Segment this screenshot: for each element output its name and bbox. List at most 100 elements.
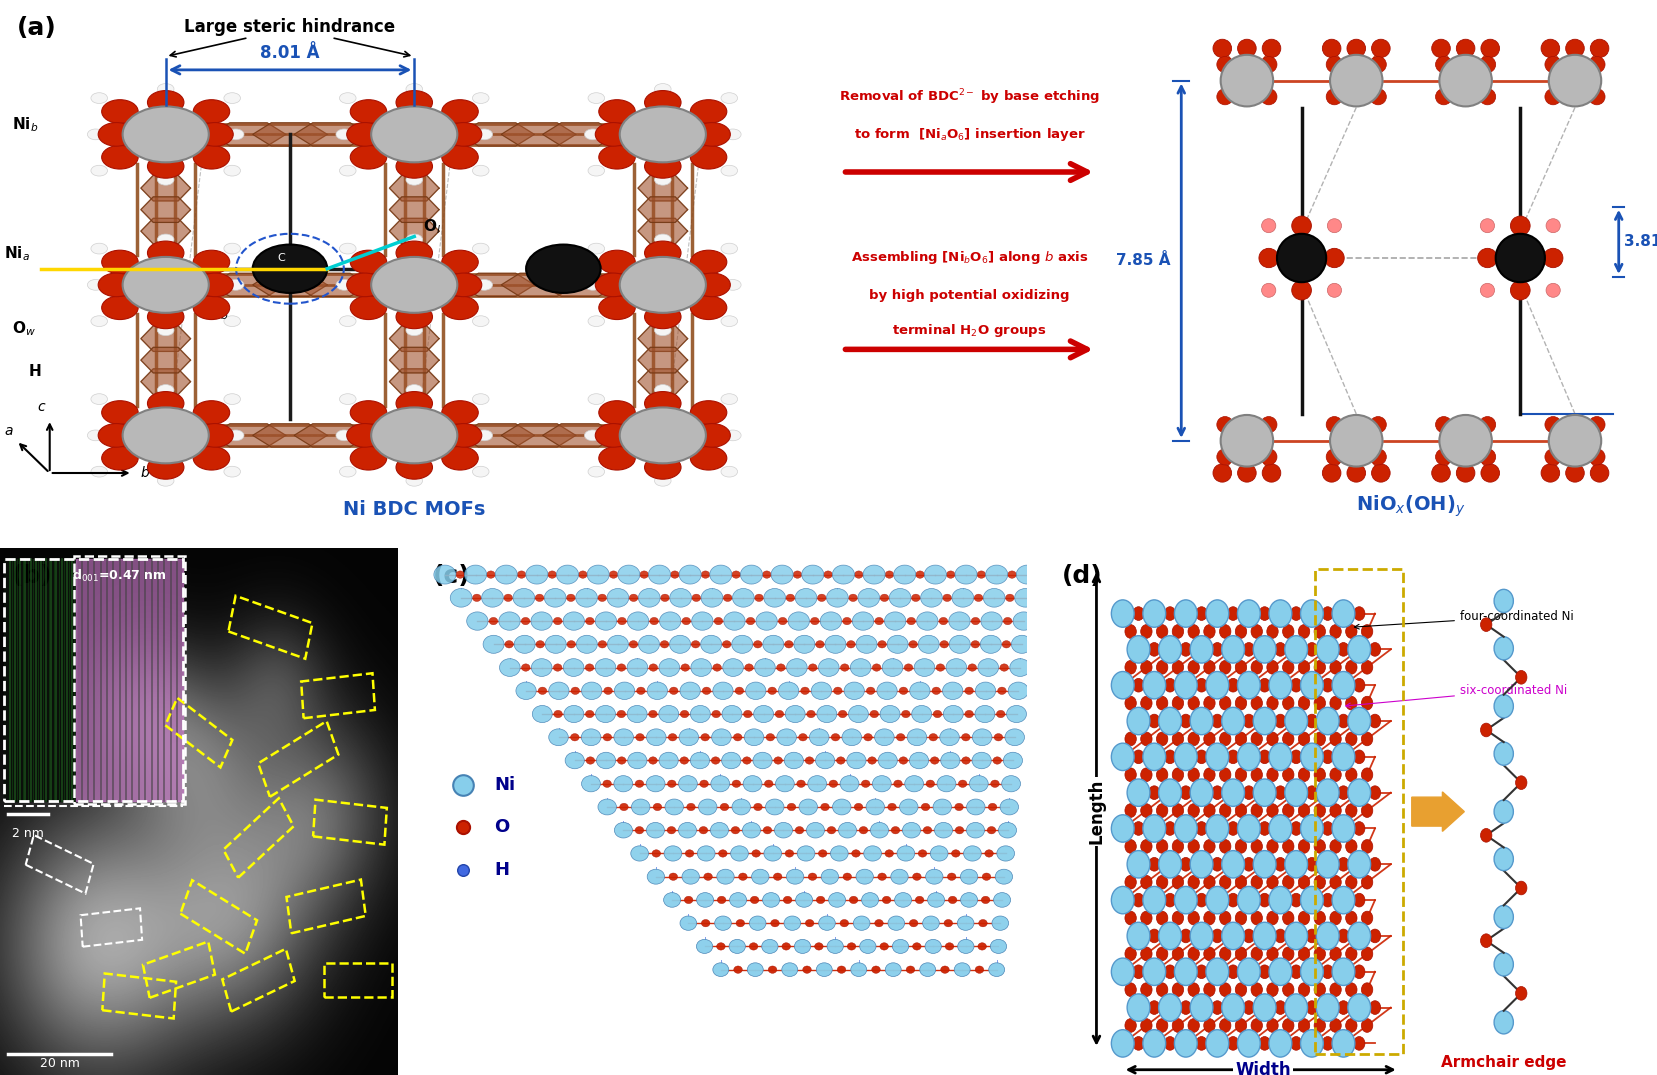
Circle shape — [194, 100, 230, 124]
Circle shape — [396, 456, 432, 479]
Circle shape — [1316, 994, 1339, 1021]
Circle shape — [618, 565, 640, 584]
Circle shape — [1171, 768, 1183, 782]
Circle shape — [797, 780, 805, 787]
Circle shape — [668, 733, 676, 741]
Circle shape — [784, 752, 804, 769]
Circle shape — [446, 273, 482, 297]
Circle shape — [721, 92, 737, 103]
Circle shape — [1326, 416, 1342, 432]
Circle shape — [699, 780, 709, 787]
Text: Ni$_a$: Ni$_a$ — [5, 244, 30, 262]
Circle shape — [655, 234, 671, 245]
Circle shape — [1196, 965, 1208, 978]
Circle shape — [1301, 1030, 1324, 1057]
Circle shape — [794, 940, 810, 954]
Circle shape — [1221, 55, 1273, 106]
Polygon shape — [141, 347, 191, 373]
Circle shape — [925, 565, 946, 584]
Circle shape — [762, 892, 779, 907]
Circle shape — [224, 92, 240, 103]
Circle shape — [916, 612, 938, 630]
Polygon shape — [638, 369, 688, 395]
Circle shape — [878, 873, 886, 880]
Circle shape — [1216, 56, 1233, 72]
Circle shape — [1143, 815, 1165, 842]
Circle shape — [817, 963, 832, 976]
Circle shape — [978, 659, 999, 676]
Circle shape — [88, 129, 104, 140]
Circle shape — [1012, 612, 1034, 630]
Circle shape — [691, 100, 727, 124]
Circle shape — [1516, 987, 1528, 1000]
Circle shape — [713, 711, 721, 718]
Circle shape — [194, 145, 230, 169]
Circle shape — [495, 565, 517, 584]
Circle shape — [1345, 983, 1357, 997]
Circle shape — [1133, 965, 1145, 978]
Circle shape — [1269, 815, 1292, 842]
Circle shape — [1203, 804, 1215, 817]
Circle shape — [1171, 804, 1183, 817]
Text: 7.85 Å: 7.85 Å — [1115, 254, 1170, 268]
Polygon shape — [212, 123, 287, 146]
Circle shape — [598, 250, 635, 274]
Circle shape — [954, 565, 978, 584]
Circle shape — [681, 711, 689, 718]
Circle shape — [1140, 1019, 1152, 1032]
Circle shape — [918, 849, 926, 857]
Circle shape — [742, 757, 751, 764]
Circle shape — [1157, 697, 1168, 710]
Circle shape — [744, 729, 764, 746]
Circle shape — [595, 123, 631, 146]
Circle shape — [1354, 821, 1365, 835]
Circle shape — [1432, 463, 1450, 482]
Circle shape — [741, 565, 762, 584]
Circle shape — [1211, 786, 1223, 800]
Circle shape — [655, 84, 671, 95]
Circle shape — [1188, 804, 1200, 817]
Circle shape — [1127, 922, 1150, 949]
Circle shape — [1004, 617, 1012, 625]
Circle shape — [785, 594, 795, 602]
Circle shape — [1211, 1001, 1223, 1015]
Circle shape — [1440, 55, 1491, 106]
Circle shape — [1589, 416, 1606, 432]
Circle shape — [994, 733, 1002, 741]
Circle shape — [742, 822, 761, 838]
Circle shape — [1175, 672, 1196, 699]
Circle shape — [713, 682, 732, 700]
Polygon shape — [502, 424, 577, 447]
Circle shape — [595, 273, 631, 297]
Circle shape — [850, 659, 872, 676]
Text: Armchair edge: Armchair edge — [1442, 1055, 1566, 1070]
Circle shape — [1180, 714, 1191, 728]
Circle shape — [1259, 893, 1271, 907]
Circle shape — [1480, 934, 1491, 947]
Circle shape — [906, 617, 916, 625]
Circle shape — [1331, 697, 1341, 710]
Circle shape — [1566, 463, 1584, 482]
Circle shape — [340, 393, 356, 404]
Circle shape — [340, 92, 356, 103]
Circle shape — [1268, 1019, 1278, 1032]
Circle shape — [1331, 55, 1382, 106]
Circle shape — [1306, 929, 1317, 943]
Bar — [76, 559, 182, 801]
Circle shape — [1234, 660, 1246, 674]
Circle shape — [1331, 912, 1341, 924]
Text: 3.81 Å: 3.81 Å — [1624, 234, 1657, 249]
Circle shape — [888, 803, 896, 811]
Circle shape — [860, 940, 877, 954]
Circle shape — [1541, 463, 1559, 482]
Circle shape — [1228, 750, 1239, 763]
Circle shape — [847, 943, 855, 950]
Circle shape — [686, 803, 696, 811]
Circle shape — [1238, 600, 1261, 627]
Text: 8.01 Å: 8.01 Å — [260, 44, 320, 61]
Circle shape — [1337, 929, 1349, 943]
Text: O$_w$: O$_w$ — [13, 319, 36, 338]
Circle shape — [1331, 732, 1341, 746]
Circle shape — [1221, 707, 1244, 734]
Circle shape — [961, 757, 971, 764]
